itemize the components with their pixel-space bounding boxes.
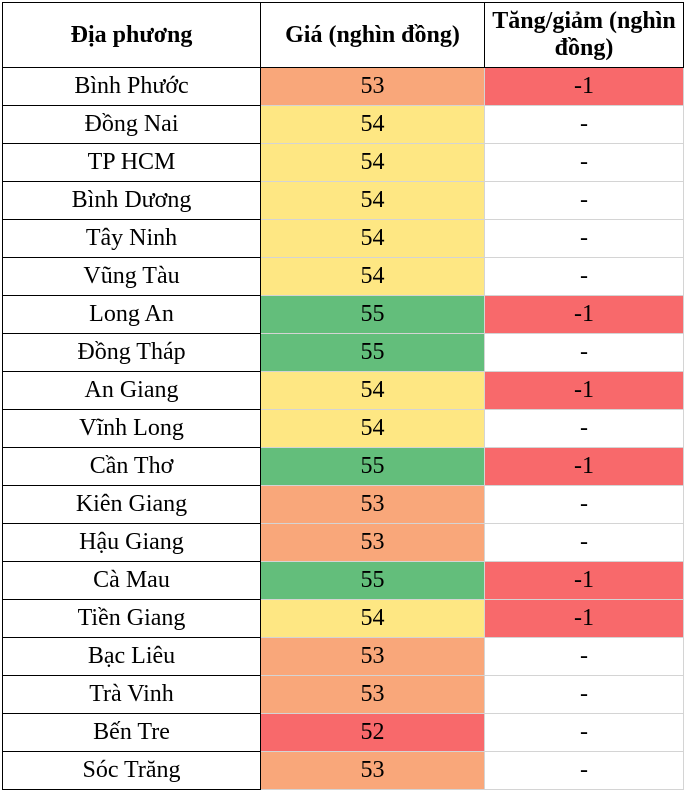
header-region: Địa phương <box>2 2 261 68</box>
region-cell: An Giang <box>2 371 261 410</box>
region-cell: Tiền Giang <box>2 599 261 638</box>
price-cell: 52 <box>260 713 485 752</box>
price-cell: 54 <box>260 105 485 144</box>
region-cell: Cà Mau <box>2 561 261 600</box>
change-cell: - <box>484 409 684 448</box>
change-cell: - <box>484 219 684 258</box>
table-row: Bến Tre 52- <box>2 713 684 752</box>
table-row: Trà Vinh 53- <box>2 675 684 714</box>
change-cell: - <box>484 105 684 144</box>
change-cell: - <box>484 637 684 676</box>
table-row: Hậu Giang 53- <box>2 523 684 562</box>
change-cell: -1 <box>484 295 684 334</box>
price-cell: 54 <box>260 257 485 296</box>
change-cell: -1 <box>484 371 684 410</box>
region-cell: Hậu Giang <box>2 523 261 562</box>
table-row: Vũng Tàu 54- <box>2 257 684 296</box>
table-row: Tây Ninh 54- <box>2 219 684 258</box>
price-cell: 55 <box>260 447 485 486</box>
change-cell: -1 <box>484 67 684 106</box>
table-row: Cà Mau 55 -1 <box>2 561 684 600</box>
change-cell: - <box>484 675 684 714</box>
price-cell: 55 <box>260 333 485 372</box>
table-row: Vĩnh Long 54- <box>2 409 684 448</box>
price-cell: 53 <box>260 67 485 106</box>
change-cell: -1 <box>484 561 684 600</box>
table-row: An Giang 54 -1 <box>2 371 684 410</box>
table-row: Tiền Giang 54 -1 <box>2 599 684 638</box>
region-cell: Bình Phước <box>2 67 261 106</box>
table-row: Bạc Liêu 53- <box>2 637 684 676</box>
table-row: Đồng Nai 54- <box>2 105 684 144</box>
region-cell: Bạc Liêu <box>2 637 261 676</box>
table-row: Kiên Giang 53- <box>2 485 684 524</box>
price-cell: 54 <box>260 409 485 448</box>
price-cell: 55 <box>260 295 485 334</box>
region-cell: Đồng Nai <box>2 105 261 144</box>
change-cell: -1 <box>484 599 684 638</box>
region-cell: TP HCM <box>2 143 261 182</box>
table-row: Long An 55 -1 <box>2 295 684 334</box>
table-row: Cần Thơ 55 -1 <box>2 447 684 486</box>
change-cell: -1 <box>484 447 684 486</box>
change-cell: - <box>484 333 684 372</box>
region-cell: Vũng Tàu <box>2 257 261 296</box>
change-cell: - <box>484 257 684 296</box>
region-cell: Tây Ninh <box>2 219 261 258</box>
table-row: Bình Phước 53 -1 <box>2 67 684 106</box>
price-cell: 54 <box>260 219 485 258</box>
price-cell: 54 <box>260 143 485 182</box>
price-cell: 54 <box>260 181 485 220</box>
table-row: Sóc Trăng 53- <box>2 751 684 790</box>
price-cell: 55 <box>260 561 485 600</box>
change-cell: - <box>484 143 684 182</box>
region-cell: Bến Tre <box>2 713 261 752</box>
price-cell: 53 <box>260 523 485 562</box>
header-row: Địa phương Giá (nghìn đồng) Tăng/giảm (n… <box>2 2 684 68</box>
table-row: Đồng Tháp 55- <box>2 333 684 372</box>
region-cell: Vĩnh Long <box>2 409 261 448</box>
price-table: Địa phương Giá (nghìn đồng) Tăng/giảm (n… <box>2 2 684 790</box>
table-row: Bình Dương 54- <box>2 181 684 220</box>
price-cell: 54 <box>260 599 485 638</box>
region-cell: Kiên Giang <box>2 485 261 524</box>
region-cell: Đồng Tháp <box>2 333 261 372</box>
price-cell: 53 <box>260 637 485 676</box>
price-cell: 53 <box>260 751 485 790</box>
price-cell: 53 <box>260 675 485 714</box>
price-cell: 54 <box>260 371 485 410</box>
change-cell: - <box>484 523 684 562</box>
table-body: Bình Phước 53 -1 Đồng Nai 54- TP HCM 54- Bình D… <box>2 67 684 790</box>
region-cell: Bình Dương <box>2 181 261 220</box>
region-cell: Cần Thơ <box>2 447 261 486</box>
change-cell: - <box>484 713 684 752</box>
region-cell: Sóc Trăng <box>2 751 261 790</box>
change-cell: - <box>484 181 684 220</box>
header-change: Tăng/giảm (nghìn đồng) <box>484 2 684 68</box>
price-cell: 53 <box>260 485 485 524</box>
change-cell: - <box>484 485 684 524</box>
header-price: Giá (nghìn đồng) <box>260 2 485 68</box>
change-cell: - <box>484 751 684 790</box>
region-cell: Trà Vinh <box>2 675 261 714</box>
table-row: TP HCM 54- <box>2 143 684 182</box>
region-cell: Long An <box>2 295 261 334</box>
